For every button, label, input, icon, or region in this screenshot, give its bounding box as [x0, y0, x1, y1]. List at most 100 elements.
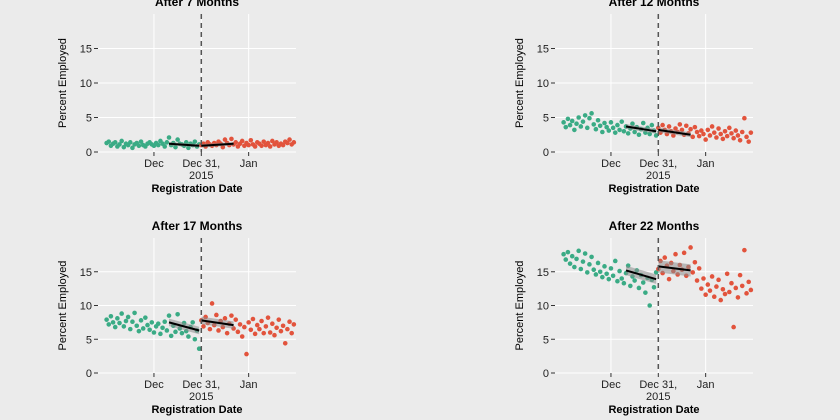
- data-point-before: [155, 321, 161, 327]
- data-point-before: [162, 319, 168, 325]
- data-point-before: [138, 139, 144, 144]
- data-point-after: [705, 282, 711, 287]
- data-point-before: [572, 127, 577, 133]
- data-point-before: [632, 129, 637, 135]
- data-point-before: [589, 111, 594, 116]
- chart-title: After 22 Months: [609, 219, 700, 233]
- data-point-before: [636, 285, 642, 291]
- fit-line-before: [625, 269, 657, 281]
- data-point-before: [621, 280, 627, 286]
- data-point-after: [716, 277, 721, 283]
- data-point-before: [136, 328, 142, 334]
- data-point-after: [742, 115, 747, 121]
- chart-title: After 17 Months: [152, 219, 243, 233]
- data-point-after: [280, 142, 286, 148]
- data-point-after: [746, 279, 751, 285]
- data-point-after: [690, 270, 696, 275]
- data-point-after: [696, 266, 702, 271]
- data-point-after: [714, 284, 719, 289]
- data-point-after: [737, 272, 743, 278]
- data-point-before: [640, 120, 646, 126]
- data-point-before: [593, 272, 599, 277]
- data-point-after: [718, 131, 724, 137]
- data-point-before: [567, 122, 573, 128]
- data-point-before: [578, 124, 584, 129]
- data-point-after: [735, 133, 741, 138]
- fit-line-after: [201, 142, 234, 147]
- data-point-before: [640, 280, 646, 285]
- data-point-after: [224, 330, 230, 336]
- data-point-after: [729, 280, 734, 286]
- fit-line-before: [625, 125, 657, 133]
- data-point-after: [233, 317, 239, 322]
- data-point-before: [608, 120, 614, 125]
- data-point-before: [589, 254, 594, 260]
- data-point-before: [130, 145, 135, 151]
- data-point-before: [582, 251, 588, 256]
- data-point-before: [597, 123, 603, 129]
- data-point-after: [285, 326, 290, 332]
- data-point-after: [683, 123, 689, 129]
- data-point-after: [729, 131, 734, 136]
- data-point-after: [666, 276, 672, 282]
- data-point-before: [574, 121, 579, 127]
- data-point-after: [287, 319, 292, 325]
- data-point-after: [722, 291, 728, 297]
- data-point-after: [272, 332, 277, 338]
- data-point-after: [673, 126, 678, 131]
- data-point-after: [246, 320, 251, 325]
- data-point-after: [666, 124, 672, 129]
- data-point-after: [716, 126, 721, 131]
- y-tick-label: 5: [543, 334, 549, 346]
- data-point-after: [222, 316, 228, 321]
- data-point-after: [261, 139, 267, 144]
- data-point-after: [705, 127, 711, 133]
- data-point-before: [597, 269, 603, 275]
- data-point-after: [278, 328, 284, 334]
- data-point-before: [565, 116, 571, 122]
- y-axis-title: Percent Employed: [514, 38, 526, 128]
- data-point-before: [651, 284, 657, 290]
- y-tick-label: 0: [86, 368, 92, 380]
- data-point-after: [692, 124, 698, 130]
- data-point-after: [229, 136, 234, 142]
- fit-line-after: [201, 319, 234, 327]
- data-point-before: [606, 276, 612, 282]
- data-point-before: [192, 336, 198, 342]
- data-point-before: [619, 276, 625, 281]
- data-point-before: [630, 121, 635, 127]
- fit-line-after: [658, 128, 691, 136]
- data-point-before: [145, 322, 150, 328]
- data-point-before: [591, 267, 597, 273]
- data-point-after: [703, 137, 708, 142]
- data-point-before: [643, 290, 648, 295]
- data-point-before: [166, 135, 172, 140]
- data-point-before: [580, 259, 586, 264]
- data-point-before: [580, 119, 586, 124]
- x-tick-label: Dec 31, 2015: [639, 379, 677, 403]
- data-point-after: [699, 286, 704, 291]
- x-axis-title: Registration Date: [151, 183, 242, 195]
- data-point-after: [718, 297, 724, 303]
- data-point-after: [724, 271, 730, 277]
- data-point-before: [615, 278, 620, 284]
- data-point-before: [143, 315, 148, 320]
- data-point-after: [242, 324, 247, 330]
- data-point-before: [593, 126, 599, 132]
- data-point-before: [567, 261, 573, 266]
- x-tick-label: Jan: [240, 379, 258, 391]
- data-point-before: [647, 131, 652, 137]
- chart-panel-4: After 22 Months 0 5 10 15 Dec Dec 31, 2015 Jan Re…: [514, 219, 754, 416]
- y-tick-label: 10: [80, 301, 92, 313]
- data-point-after: [267, 330, 273, 335]
- data-point-after: [265, 140, 271, 146]
- data-point-before: [186, 334, 191, 339]
- data-point-after: [229, 313, 234, 318]
- data-point-before: [600, 129, 605, 135]
- data-point-before: [587, 262, 592, 267]
- data-point-before: [612, 130, 618, 135]
- data-point-before: [190, 320, 195, 325]
- y-tick-label: 15: [80, 44, 92, 56]
- data-point-after: [216, 328, 221, 333]
